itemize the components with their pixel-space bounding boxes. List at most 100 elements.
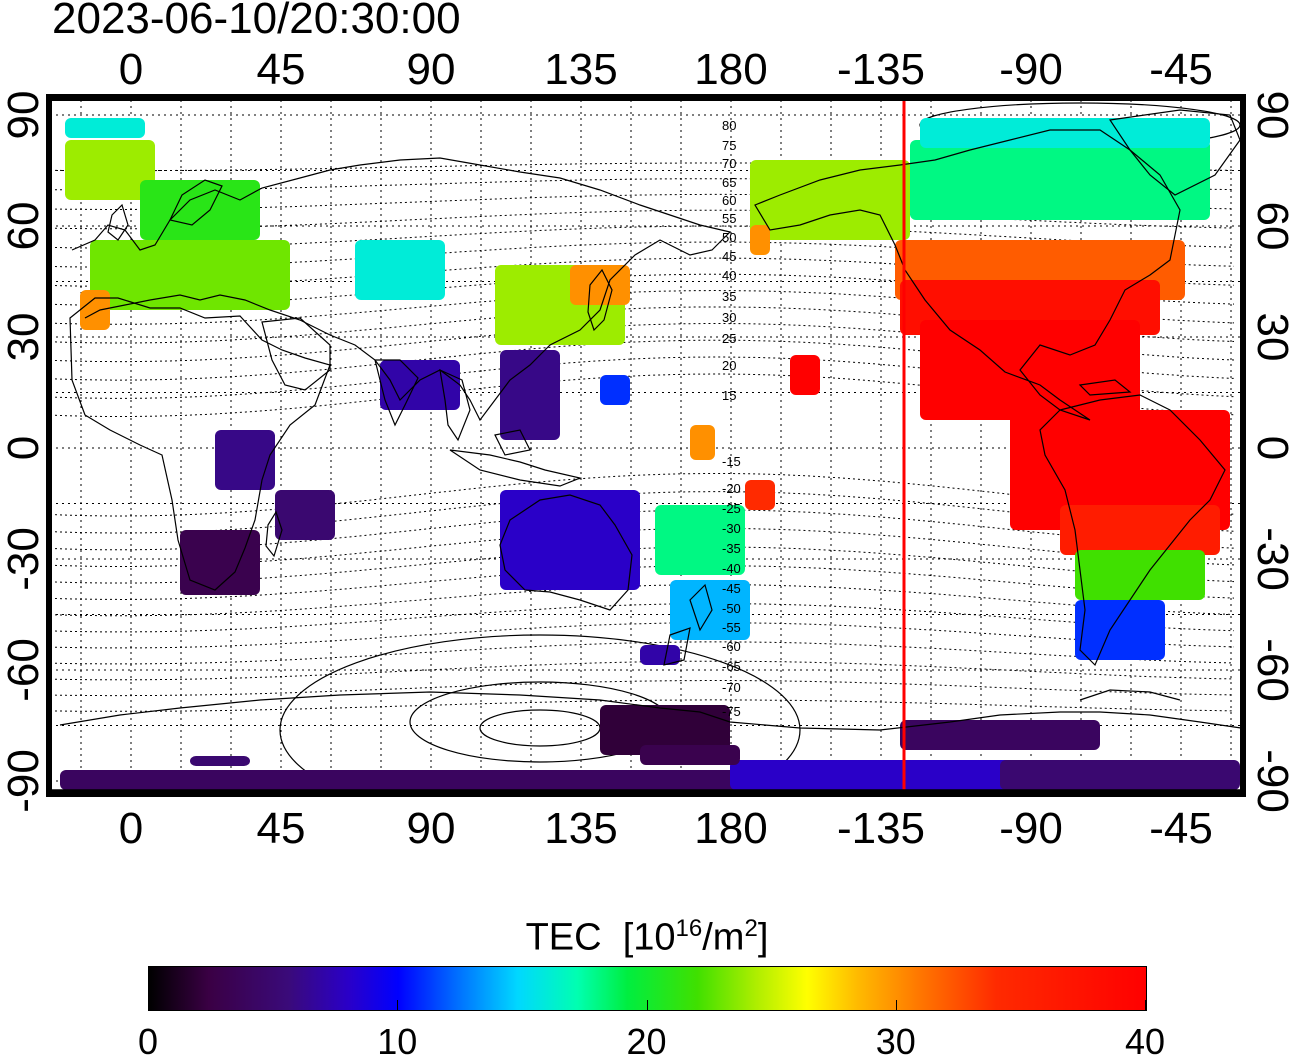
contour-label: -15 (722, 454, 741, 469)
contour-label: 25 (722, 331, 736, 346)
contour-label: -30 (722, 521, 741, 536)
colorbar-tick-mark (397, 1000, 399, 1010)
contour-label: -25 (722, 501, 741, 516)
tec-region (750, 160, 910, 240)
contour-label: 70 (722, 156, 736, 171)
tec-region (140, 180, 260, 240)
contour-line (50, 603, 1235, 633)
left-border-bar (46, 96, 52, 794)
left-lat-label: 60 (0, 202, 48, 251)
tec-data-regions (60, 118, 1240, 790)
bottom-lon-label: 0 (119, 804, 143, 853)
contour-label: -40 (722, 561, 741, 576)
contour-line (50, 680, 1235, 697)
tec-region (570, 265, 630, 305)
tec-region (670, 580, 750, 640)
right-lat-label: 0 (1248, 436, 1294, 460)
contour-line (50, 660, 1235, 681)
contour-label: -55 (722, 620, 741, 635)
tec-region (600, 705, 730, 755)
top-lon-label: 135 (544, 45, 617, 94)
colorbar-tick-label: 20 (626, 1021, 667, 1062)
top-lon-label: -90 (999, 45, 1063, 94)
axis-labels: 0 45 90 135 180 -135 -90 -450 45 90 135 180 -135 -90-… (0, 45, 1294, 853)
colorbar-tick-mark (646, 1000, 648, 1010)
tec-map: 80 75 70 65 60 55 50 45 40 35 30 25 20 15 -15 -20 -25 -30… (0, 45, 1294, 853)
tec-region (355, 240, 445, 300)
tec-region (790, 355, 820, 395)
tec-region (600, 375, 630, 405)
tec-region (750, 225, 770, 255)
right-lat-label: -30 (1248, 527, 1294, 591)
right-lat-label: 30 (1248, 313, 1294, 362)
magnetic-pole-contour (479, 709, 601, 747)
contour-label: 80 (722, 118, 736, 133)
bottom-border-bar (46, 790, 1246, 797)
tec-region (65, 118, 145, 138)
bottom-lon-label: 135 (544, 804, 617, 853)
tec-region (920, 118, 1210, 148)
contour-label: 30 (722, 310, 736, 325)
top-lon-label: 180 (694, 45, 767, 94)
tec-region (920, 320, 1140, 420)
bottom-lon-label: -135 (837, 804, 925, 853)
right-lat-label: 60 (1248, 202, 1294, 251)
bottom-lon-label: -45 (1149, 804, 1213, 853)
contour-label: -65 (722, 659, 741, 674)
contour-label: -45 (722, 581, 741, 596)
contour-label: 60 (722, 193, 736, 208)
tec-region (215, 430, 275, 490)
colorbar-tick-label: 10 (377, 1021, 418, 1062)
colorbar-title: TEC [1016/m2] (525, 915, 769, 959)
contour-label: 50 (722, 230, 736, 245)
tec-region (655, 505, 745, 575)
contour-label: 45 (722, 249, 736, 264)
tec-region (500, 350, 560, 440)
colorbar-tick-label: 30 (875, 1021, 916, 1062)
bottom-lon-label: -90 (999, 804, 1063, 853)
colorbar-tick-label: 40 (1124, 1021, 1166, 1062)
right-lat-label: -90 (1248, 749, 1294, 813)
colorbar-tick-label: 0 (137, 1021, 159, 1062)
contour-label: -60 (722, 639, 741, 654)
contour-label: -70 (722, 680, 741, 695)
top-lon-label: -135 (837, 45, 925, 94)
contour-label: 40 (722, 268, 736, 283)
left-lat-label: -90 (0, 749, 48, 813)
tec-region (80, 290, 110, 330)
colorbar-tick-mark (1145, 1000, 1146, 1010)
top-border-bar (46, 94, 1246, 101)
contour-label: -75 (722, 704, 741, 719)
left-lat-label: 90 (0, 91, 48, 140)
top-lon-label: 0 (119, 45, 143, 94)
contour-label: -20 (722, 481, 741, 496)
colorbar-tick-mark (895, 1000, 897, 1010)
tec-region (900, 720, 1100, 750)
top-lon-label: 45 (257, 45, 306, 94)
left-lat-label: 0 (0, 436, 48, 460)
right-lat-label: -60 (1248, 638, 1294, 702)
colorbar (148, 966, 1147, 1011)
contour-label: -35 (722, 541, 741, 556)
bottom-lon-label: 180 (694, 804, 767, 853)
tec-region (190, 756, 250, 766)
tec-region (1075, 600, 1165, 660)
contour-label: -50 (722, 601, 741, 616)
right-border-bar (1240, 96, 1246, 794)
tec-region (180, 530, 260, 595)
tec-region (1010, 410, 1230, 530)
tec-region (640, 645, 680, 665)
top-lon-label: -45 (1149, 45, 1213, 94)
contour-line (50, 699, 1235, 712)
tec-region (500, 490, 640, 590)
contour-line (50, 622, 1235, 649)
contour-label: 35 (722, 289, 736, 304)
contour-label: 20 (722, 358, 736, 373)
contour-label: 75 (722, 138, 736, 153)
tec-region (1060, 505, 1220, 555)
coastlines (59, 109, 1241, 731)
top-lon-label: 90 (407, 45, 456, 94)
tec-region (90, 240, 290, 310)
tec-region (275, 490, 335, 540)
contour-label: 15 (722, 388, 736, 403)
